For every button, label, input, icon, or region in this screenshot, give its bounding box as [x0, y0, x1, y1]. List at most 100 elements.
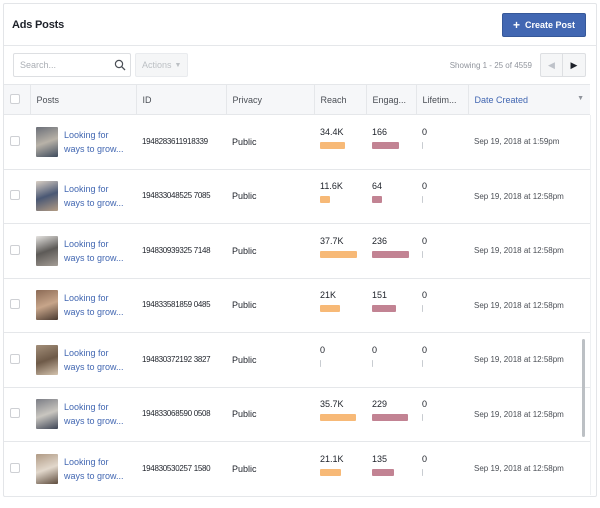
engagement-bar	[372, 196, 382, 204]
reach-bar	[320, 250, 357, 258]
caret-down-icon: ▼	[577, 94, 584, 102]
date-created-value: Sep 19, 2018 at 1:59pm	[474, 137, 560, 147]
lifetime-value: 0	[422, 181, 428, 192]
row-checkbox[interactable]	[10, 299, 20, 310]
engagement-value: 151	[372, 290, 388, 301]
engagement-value: 135	[372, 453, 388, 464]
row-checkbox[interactable]	[10, 135, 20, 146]
post-title-link[interactable]: Looking for ways to grow...	[64, 184, 124, 209]
date-created-value: Sep 19, 2018 at 12:58pm	[474, 300, 564, 310]
privacy-value: Public	[232, 354, 257, 365]
lifetime-value: 0	[422, 344, 428, 355]
table-row[interactable]: Looking for ways to grow... 194830939325…	[4, 224, 590, 278]
actions-dropdown[interactable]: Actions ▼	[135, 53, 189, 77]
privacy-value: Public	[232, 245, 257, 256]
post-id: 194830530257 1580	[142, 463, 211, 473]
reach-value: 21.1K	[320, 453, 344, 464]
post-thumbnail[interactable]	[36, 290, 58, 321]
lifetime-value: 0	[422, 235, 428, 246]
date-created-value: Sep 19, 2018 at 12:58pm	[474, 191, 564, 201]
caret-down-icon: ▼	[174, 61, 182, 69]
column-header-posts[interactable]: Posts	[30, 84, 137, 115]
post-title-link[interactable]: Looking for ways to grow...	[64, 238, 124, 263]
lifetime-bar	[422, 468, 423, 476]
prev-page-button[interactable]: ◀	[540, 53, 563, 77]
post-thumbnail[interactable]	[36, 344, 58, 375]
reach-value: 0	[320, 344, 326, 355]
post-title-link[interactable]: Looking for ways to grow...	[64, 402, 124, 427]
lifetime-bar	[422, 414, 423, 422]
privacy-value: Public	[232, 191, 257, 202]
ads-posts-panel: Ads Posts + Create Post Actions ▼ Showin…	[3, 3, 597, 497]
reach-value: 21K	[320, 290, 337, 301]
engagement-bar	[372, 414, 408, 422]
table-row[interactable]: Looking for ways to grow... 194830530257…	[4, 442, 590, 496]
row-checkbox[interactable]	[10, 408, 20, 419]
post-id: 194833068590 0508	[142, 409, 211, 419]
post-id: 1948283611918339	[142, 136, 208, 146]
column-header-id[interactable]: ID	[136, 84, 227, 115]
lifetime-value: 0	[422, 126, 428, 137]
select-all-checkbox[interactable]	[10, 93, 20, 104]
toolbar: Actions ▼ Showing 1 - 25 of 4559 ◀ ▶	[4, 46, 596, 84]
lifetime-bar	[422, 305, 423, 313]
post-title-link[interactable]: Looking for ways to grow...	[64, 129, 124, 154]
row-checkbox[interactable]	[10, 462, 20, 473]
column-header-engagement[interactable]: Engag...	[366, 84, 417, 115]
pager: ◀ ▶	[540, 53, 586, 77]
table-row[interactable]: Looking for ways to grow... 194833068590…	[4, 387, 590, 442]
lifetime-bar	[422, 141, 423, 149]
reach-value: 35.7K	[320, 399, 344, 410]
privacy-value: Public	[232, 463, 257, 474]
engagement-bar	[372, 141, 399, 149]
privacy-value: Public	[232, 136, 257, 147]
select-all-header[interactable]	[4, 84, 31, 115]
search-input[interactable]	[20, 60, 110, 70]
engagement-value: 236	[372, 235, 388, 246]
reach-bar	[320, 305, 340, 313]
post-id: 194830939325 7148	[142, 245, 211, 255]
table-row[interactable]: Looking for ways to grow... 194828361191…	[4, 115, 590, 169]
column-header-privacy[interactable]: Privacy	[226, 84, 315, 115]
post-title-link[interactable]: Looking for ways to grow...	[64, 293, 124, 318]
row-checkbox[interactable]	[10, 244, 20, 255]
row-checkbox[interactable]	[10, 190, 20, 201]
post-thumbnail[interactable]	[36, 453, 58, 484]
date-created-value: Sep 19, 2018 at 12:58pm	[474, 409, 564, 419]
search-icon[interactable]	[114, 59, 126, 71]
create-post-button[interactable]: + Create Post	[501, 12, 586, 37]
row-checkbox[interactable]	[10, 353, 20, 364]
engagement-bar	[372, 359, 373, 367]
table-row[interactable]: Looking for ways to grow... 194833048525…	[4, 169, 590, 224]
post-id: 194833581859 0485	[142, 300, 211, 310]
post-title-link[interactable]: Looking for ways to grow...	[64, 456, 124, 481]
engagement-value: 0	[372, 344, 378, 355]
posts-table: Posts ID Privacy Reach Engag... Lifetim.…	[4, 84, 590, 497]
engagement-bar	[372, 468, 394, 476]
post-title-link[interactable]: Looking for ways to grow...	[64, 347, 124, 372]
column-header-reach[interactable]: Reach	[314, 84, 367, 115]
privacy-value: Public	[232, 409, 257, 420]
lifetime-value: 0	[422, 453, 428, 464]
reach-value: 11.6K	[320, 181, 343, 192]
plus-icon: +	[512, 17, 520, 32]
actions-label: Actions	[142, 60, 172, 70]
post-thumbnail[interactable]	[36, 399, 58, 430]
post-thumbnail[interactable]	[36, 235, 58, 266]
search-box	[13, 53, 131, 77]
post-thumbnail[interactable]	[36, 181, 58, 212]
reach-bar	[320, 196, 330, 204]
table-row[interactable]: Looking for ways to grow... 194830372192…	[4, 333, 590, 387]
lifetime-bar	[422, 196, 423, 204]
engagement-value: 64	[372, 181, 383, 192]
next-page-button[interactable]: ▶	[563, 53, 586, 77]
date-created-label: Date Created	[474, 94, 529, 105]
reach-value: 37.7K	[320, 235, 344, 246]
post-thumbnail[interactable]	[36, 126, 58, 157]
date-created-value: Sep 19, 2018 at 12:58pm	[474, 355, 564, 365]
column-header-date-created[interactable]: Date Created ▼	[468, 84, 590, 115]
vertical-scrollbar[interactable]	[582, 339, 585, 437]
reach-value: 34.4K	[320, 126, 344, 137]
column-header-lifetime[interactable]: Lifetim...	[416, 84, 469, 115]
table-row[interactable]: Looking for ways to grow... 194833581859…	[4, 278, 590, 333]
